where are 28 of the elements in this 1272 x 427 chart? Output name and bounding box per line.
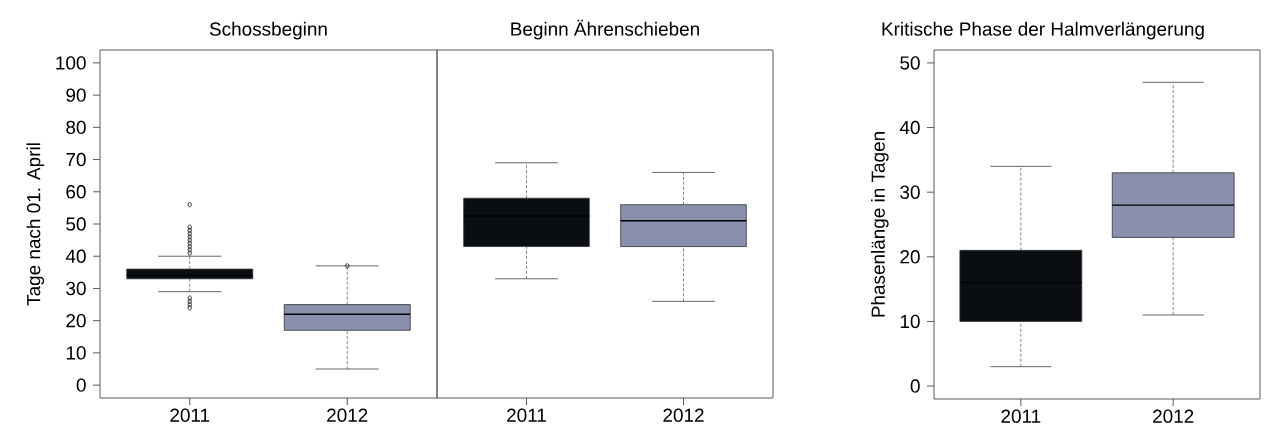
y-tick-label: 50: [66, 217, 86, 231]
x-tick-label: 2011: [1001, 409, 1041, 423]
chart-title: Beginn Ährenschieben: [511, 19, 699, 40]
y-tick-label: 30: [66, 281, 86, 296]
y-axis-title: Phasenlänge in Tagen: [870, 132, 889, 317]
y-tick-label: 60: [66, 185, 86, 199]
x-tick-label: 2011: [170, 408, 210, 422]
y-tick-label: 0: [76, 378, 86, 392]
y-tick-label: 40: [899, 120, 920, 135]
y-tick-label: 40: [65, 249, 86, 263]
y-axis-title: Tage nach 01. April: [26, 143, 45, 306]
x-tick-label: 2012: [327, 408, 368, 422]
y-tick-label: 90: [66, 88, 86, 102]
y-tick-label: 20: [900, 250, 920, 264]
chart-title: Kritische Phase der Halmverlängerung: [882, 21, 1204, 40]
y-tick-label: 80: [66, 120, 86, 135]
x-tick-label: 2011: [507, 408, 546, 422]
y-tick-label: 0: [910, 379, 920, 393]
chart-title: Schossbeginn: [209, 21, 327, 40]
y-tick-label: 70: [66, 152, 86, 167]
y-tick-label: 10: [900, 314, 920, 329]
y-tick-label: 10: [66, 346, 86, 360]
y-tick-label: 100: [56, 56, 86, 70]
y-tick-label: 20: [66, 313, 86, 328]
y-tick-label: 50: [900, 56, 920, 70]
x-tick-label: 2012: [1153, 409, 1194, 423]
y-tick-label: 30: [900, 185, 920, 199]
x-tick-label: 2012: [663, 408, 704, 422]
